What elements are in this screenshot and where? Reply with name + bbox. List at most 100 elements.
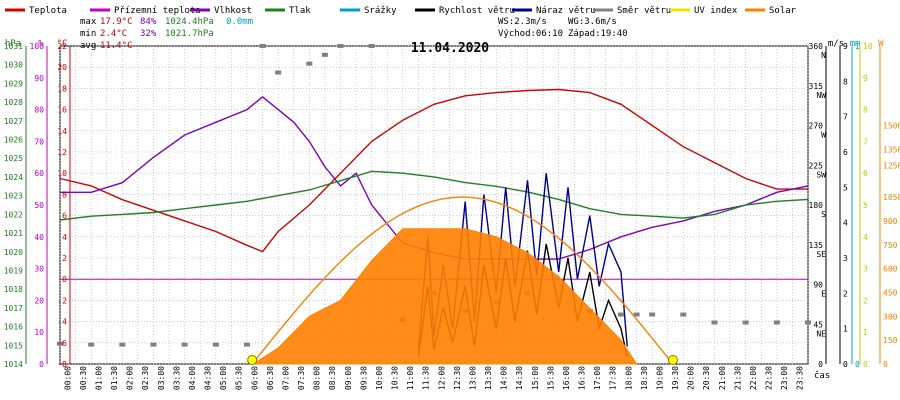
tick-pct-5: 50: [34, 201, 44, 210]
wind-dir-point-2: [119, 342, 126, 347]
x-tick-18: 09:00: [344, 366, 353, 390]
tick-hpa-2: 1029: [4, 79, 23, 88]
x-tick-13: 06:30: [266, 366, 275, 390]
tick-dir-7: NE: [816, 329, 826, 338]
wind-dir-point-11: [337, 44, 344, 48]
x-tick-22: 11:00: [406, 366, 415, 390]
tick-uv-1: 9: [863, 74, 868, 83]
tick-degc-12: -2: [57, 296, 67, 305]
tick-wm2-3: 1050: [883, 193, 900, 202]
x-tick-42: 21:00: [718, 366, 727, 390]
tick-degc-14: -6: [57, 339, 67, 348]
wind-dir-point-10: [321, 52, 328, 57]
series-solar: [251, 228, 638, 365]
wind-dir-point-23: [680, 312, 687, 317]
tick-uv-5: 5: [863, 201, 868, 210]
stat-sunrise: Východ:06:10: [498, 29, 563, 39]
stat-min-temp: 2.4°C: [100, 29, 127, 39]
axis-unit-pct: %: [38, 39, 44, 49]
tick-hpa-4: 1027: [4, 117, 23, 126]
tick-degc-1: 20: [57, 63, 67, 72]
x-tick-37: 18:30: [640, 366, 649, 390]
legend-label-1: Přízemní teplota: [114, 6, 201, 16]
axes: hPa1031103010291028102710261025102410231…: [4, 39, 900, 390]
tick-hpa-9: 1022: [4, 210, 23, 219]
tick-hpa-6: 1025: [4, 154, 23, 163]
x-tick-20: 10:00: [375, 366, 384, 390]
wind-dir-point-22: [649, 312, 656, 317]
tick-degc-15: -8: [57, 360, 67, 369]
x-tick-25: 12:30: [453, 366, 462, 390]
x-tick-44: 22:00: [749, 366, 758, 390]
tick-dir-5: 135: [809, 241, 824, 250]
wind-dir-point-6: [244, 342, 250, 347]
tick-dir-8: 0: [818, 360, 823, 369]
solar-clear-sky-curve: [251, 196, 674, 365]
tick-degc-7: 8: [62, 190, 67, 199]
x-tick-12: 06:00: [250, 366, 259, 390]
tick-hpa-11: 1020: [4, 248, 23, 257]
stat-sunset: Západ:19:40: [568, 29, 628, 39]
x-tick-27: 13:30: [484, 366, 493, 390]
tick-hpa-0: 1031: [4, 42, 23, 51]
axis-unit-wm2: W: [878, 39, 884, 49]
x-tick-10: 05:00: [219, 366, 228, 390]
wind-dir-point-20: [618, 312, 624, 317]
x-tick-19: 09:30: [359, 366, 368, 390]
stat-max-hum: 84%: [140, 17, 157, 27]
tick-degc-9: 4: [62, 233, 67, 242]
tick-uv-9: 1: [863, 328, 868, 337]
tick-pct-8: 20: [34, 296, 44, 305]
legend-label-7: Směr větru: [617, 6, 671, 16]
tick-ms-4: 5: [843, 183, 848, 192]
tick-uv-0: 10: [863, 42, 873, 51]
tick-uv-3: 7: [863, 137, 868, 146]
wind-dir-point-26: [773, 320, 780, 325]
x-axis-label: čas: [814, 370, 830, 381]
x-tick-47: 23:30: [796, 366, 805, 390]
tick-pct-1: 90: [34, 74, 44, 83]
wind-dir-point-25: [742, 320, 749, 325]
tick-dir-3: 225: [809, 161, 824, 170]
tick-pct-10: 0: [39, 360, 44, 369]
sunrise-marker: [247, 355, 258, 365]
series-tlak: [59, 170, 809, 221]
tick-wm2-0: 1500: [883, 122, 900, 131]
legend-label-5: Rychlost větru: [439, 6, 515, 16]
tick-wm2-7: 450: [883, 288, 898, 297]
x-tick-34: 17:00: [593, 366, 602, 390]
tick-hpa-15: 1016: [4, 323, 23, 332]
tick-wm2-1: 1350: [883, 145, 900, 154]
tick-ms-9: 0: [843, 360, 848, 369]
x-tick-40: 20:00: [687, 366, 696, 390]
stat-min-label: min: [80, 29, 96, 39]
x-tick-5: 02:30: [141, 366, 150, 390]
tick-ms-6: 3: [843, 254, 848, 263]
x-tick-15: 07:30: [297, 366, 306, 390]
tick-hpa-14: 1017: [4, 304, 23, 313]
tick-wm2-4: 900: [883, 217, 898, 226]
tick-degc-10: 2: [62, 254, 67, 263]
tick-wm2-10: 0: [883, 360, 888, 369]
x-tick-41: 20:30: [702, 366, 711, 390]
tick-degc-13: -4: [57, 318, 67, 327]
x-tick-29: 14:30: [515, 366, 524, 390]
legend-label-8: UV index: [694, 6, 738, 16]
tick-degc-0: 22: [57, 42, 67, 51]
legend: Teplota Přízemní teplota Vlhkost Tlak Srážky…: [5, 6, 797, 16]
wind-dir-point-5: [212, 342, 219, 347]
tick-hpa-5: 1026: [4, 136, 23, 145]
stats-block: max 17.9°C 84% 1024.4hPa 0.0mm min 2.4°C 32% 102…: [80, 17, 628, 51]
stat-max-temp: 17.9°C: [100, 17, 133, 27]
wind-dir-point-9: [306, 61, 313, 66]
x-tick-30: 15:00: [531, 366, 540, 390]
tick-wm2-2: 1250: [883, 161, 900, 170]
tick-hpa-13: 1018: [4, 285, 23, 294]
tick-ms-8: 1: [843, 325, 848, 334]
tick-dir-2: W: [821, 131, 826, 140]
wind-dir-point-12: [368, 44, 375, 48]
tick-uv-4: 6: [863, 169, 868, 178]
x-tick-26: 13:00: [468, 366, 477, 390]
legend-label-9: Solar: [769, 6, 797, 16]
x-tick-6: 03:00: [157, 366, 166, 390]
